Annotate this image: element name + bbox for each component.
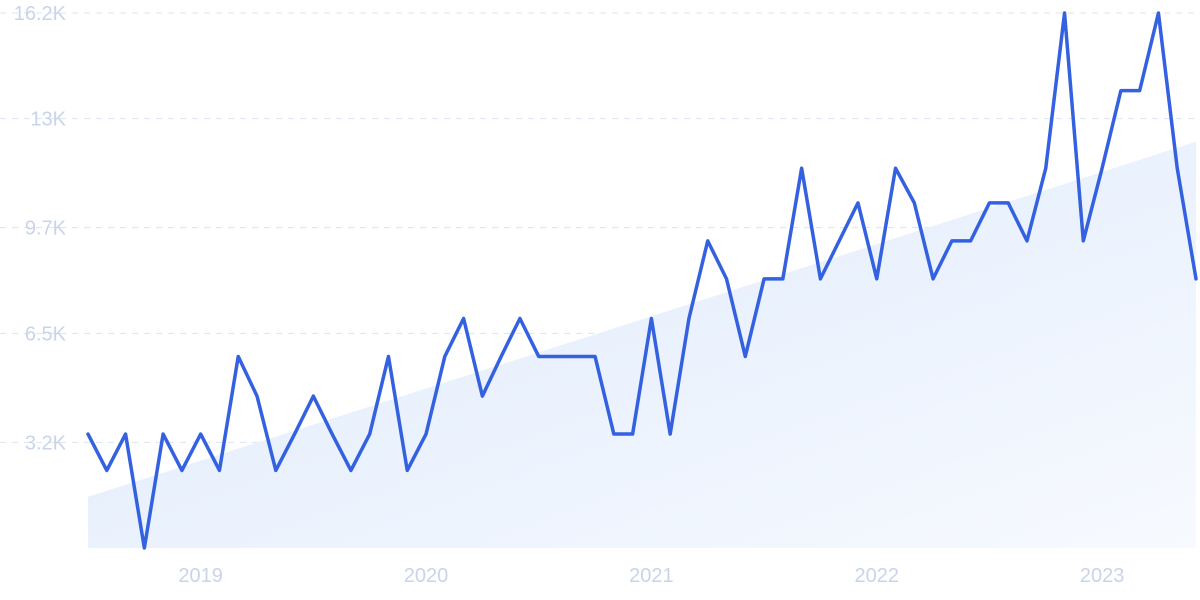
x-tick-label: 2023 bbox=[1080, 565, 1125, 587]
y-tick-label: 16.2K bbox=[14, 3, 67, 25]
y-tick-label: 6.5K bbox=[25, 323, 67, 345]
y-tick-label: 9.7K bbox=[25, 218, 67, 240]
y-axis: 3.2K 6.5K 9.7K 13K 16.2K bbox=[14, 3, 67, 454]
x-tick-label: 2021 bbox=[629, 565, 674, 587]
x-tick-label: 2019 bbox=[178, 565, 223, 587]
x-tick-label: 2020 bbox=[404, 565, 449, 587]
x-axis: 2019 2020 2021 2022 2023 bbox=[178, 565, 1124, 587]
x-tick-label: 2022 bbox=[854, 565, 899, 587]
y-tick-label: 3.2K bbox=[25, 432, 67, 454]
series-line bbox=[86, 11, 1198, 550]
y-tick-label: 13K bbox=[30, 109, 66, 131]
series bbox=[86, 11, 1198, 550]
trend-area bbox=[88, 141, 1196, 548]
trend-area-shape bbox=[88, 141, 1196, 548]
